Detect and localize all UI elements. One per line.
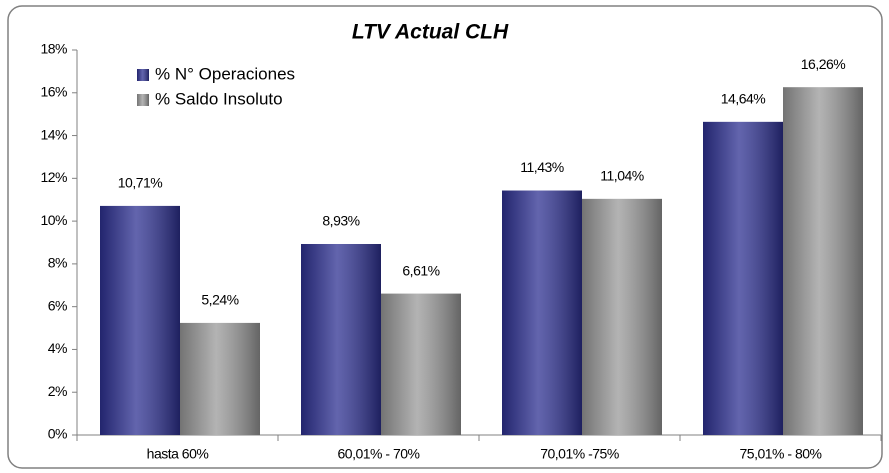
y-tick-label: 0% (48, 426, 67, 442)
legend-label: % N° Operaciones (155, 64, 295, 83)
y-tick-label: 6% (48, 297, 67, 313)
bar-shade (180, 322, 260, 435)
bar-shade (582, 198, 662, 435)
y-tick-label: 10% (40, 212, 67, 228)
y-tick-label: 14% (40, 126, 67, 142)
value-label: 14,64% (721, 91, 766, 107)
legend-label: % Saldo Insoluto (155, 89, 283, 108)
x-tick-label: 75,01% - 80% (740, 446, 822, 462)
legend-swatch-shade (137, 69, 149, 81)
bar-shade (381, 293, 461, 435)
value-label: 16,26% (801, 56, 846, 72)
legend-swatch-shade (137, 94, 149, 106)
y-tick-label: 12% (40, 169, 67, 185)
x-tick-label: hasta 60% (147, 446, 209, 462)
y-tick-label: 8% (48, 255, 67, 271)
y-tick-label: 16% (40, 83, 67, 99)
bar-shade (502, 190, 582, 435)
value-label: 10,71% (118, 175, 163, 191)
bar-shade (100, 205, 180, 435)
value-label: 11,04% (600, 168, 643, 184)
chart-title: LTV Actual CLH (352, 21, 509, 44)
bar-shade (783, 87, 863, 435)
value-label: 5,24% (201, 292, 238, 308)
x-tick-label: 60,01% - 70% (338, 446, 420, 462)
value-label: 6,61% (402, 262, 439, 278)
y-tick-label: 2% (48, 383, 67, 399)
value-label: 8,93% (322, 213, 359, 229)
value-label: 11,43% (520, 159, 563, 175)
bar-shade (703, 121, 783, 435)
y-tick-label: 4% (48, 340, 67, 356)
y-tick-label: 18% (40, 41, 67, 57)
bar-shade (301, 243, 381, 435)
x-tick-label: 70,01% -75% (540, 446, 619, 462)
